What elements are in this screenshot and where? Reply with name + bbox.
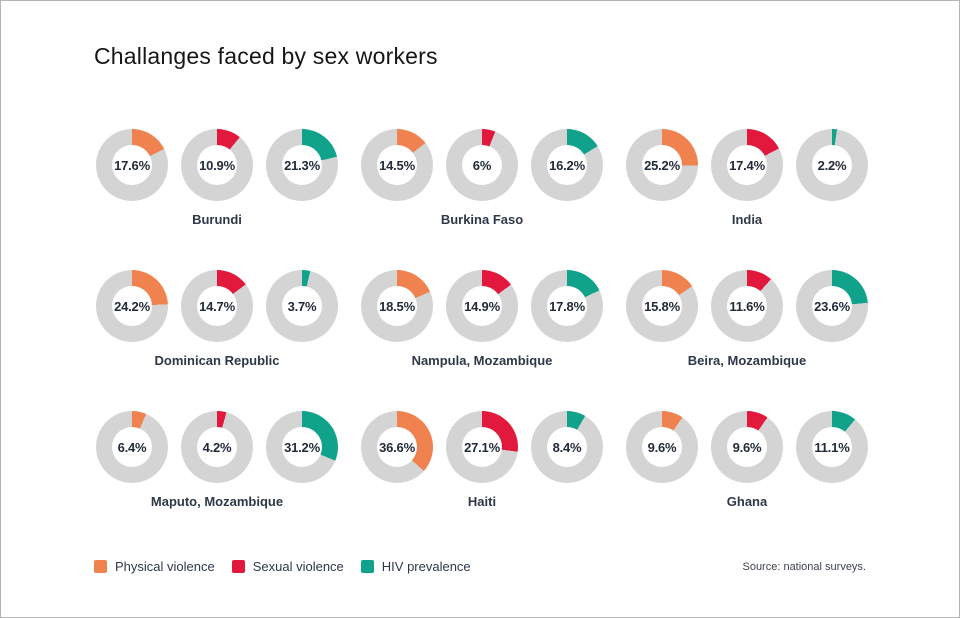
donut-row: 6.4% 4.2% 31.2% bbox=[96, 411, 338, 483]
donut-sexual-violence-india: 17.4% bbox=[711, 129, 783, 201]
group-label: Dominican Republic bbox=[154, 353, 280, 368]
donut-value-label: 17.4% bbox=[729, 157, 765, 173]
donut-sexual-violence-dominican-republic: 14.7% bbox=[181, 270, 253, 342]
donut-group-dominican-republic: 24.2% 14.7% 3.7% Dominican Republic bbox=[96, 270, 338, 368]
donut-grid: 17.6% 10.9% 21.3% Burundi 14.5% 6% 16.2% Burkin… bbox=[96, 129, 868, 552]
group-label: Ghana bbox=[726, 494, 768, 509]
group-label: Maputo, Mozambique bbox=[150, 494, 284, 509]
donut-value-label: 9.6% bbox=[732, 439, 762, 455]
donut-group-maputo-mozambique: 6.4% 4.2% 31.2% Maputo, Mozambique bbox=[96, 411, 338, 509]
donut-value-label: 9.6% bbox=[647, 439, 677, 455]
chart-title: Challanges faced by sex workers bbox=[94, 43, 438, 69]
donut-value-label: 8.4% bbox=[552, 439, 582, 455]
legend-label: HIV prevalence bbox=[381, 559, 471, 574]
donut-value-label: 16.2% bbox=[549, 157, 585, 173]
donut-hiv-prevalence-dominican-republic: 3.7% bbox=[266, 270, 338, 342]
donut-hiv-prevalence-burkina-faso: 16.2% bbox=[531, 129, 603, 201]
legend: Physical violence Sexual violence HIV prev… bbox=[94, 559, 471, 574]
donut-hiv-prevalence-india: 2.2% bbox=[796, 129, 868, 201]
group-label: Beira, Mozambique bbox=[687, 353, 807, 368]
donut-value-label: 27.1% bbox=[464, 439, 500, 455]
donut-row: 15.8% 11.6% 23.6% bbox=[626, 270, 868, 342]
legend-item-sexual-violence: Sexual violence bbox=[231, 559, 344, 574]
donut-sexual-violence-ghana: 9.6% bbox=[711, 411, 783, 483]
donut-sexual-violence-beira-mozambique: 11.6% bbox=[711, 270, 783, 342]
donut-hiv-prevalence-ghana: 11.1% bbox=[796, 411, 868, 483]
donut-physical-violence-burkina-faso: 14.5% bbox=[361, 129, 433, 201]
legend-item-hiv-prevalence: HIV prevalence bbox=[360, 559, 471, 574]
donut-sexual-violence-burkina-faso: 6% bbox=[446, 129, 518, 201]
donut-group-burundi: 17.6% 10.9% 21.3% Burundi bbox=[96, 129, 338, 227]
donut-value-label: 18.5% bbox=[379, 298, 415, 314]
donut-physical-violence-maputo-mozambique: 6.4% bbox=[96, 411, 168, 483]
donut-sexual-violence-nampula-mozambique: 14.9% bbox=[446, 270, 518, 342]
donut-hiv-prevalence-burundi: 21.3% bbox=[266, 129, 338, 201]
legend-item-physical-violence: Physical violence bbox=[94, 559, 215, 574]
donut-group-ghana: 9.6% 9.6% 11.1% Ghana bbox=[626, 411, 868, 509]
legend-label: Sexual violence bbox=[252, 559, 344, 574]
donut-value-label: 31.2% bbox=[284, 439, 320, 455]
donut-value-label: 36.6% bbox=[379, 439, 415, 455]
donut-value-label: 23.6% bbox=[814, 298, 850, 314]
donut-hiv-prevalence-nampula-mozambique: 17.8% bbox=[531, 270, 603, 342]
donut-value-label: 10.9% bbox=[199, 157, 235, 173]
donut-value-label: 6% bbox=[472, 157, 492, 173]
group-label: Nampula, Mozambique bbox=[411, 353, 553, 368]
donut-sexual-violence-burundi: 10.9% bbox=[181, 129, 253, 201]
donut-value-label: 14.5% bbox=[379, 157, 415, 173]
donut-value-label: 14.7% bbox=[199, 298, 235, 314]
donut-group-burkina-faso: 14.5% 6% 16.2% Burkina Faso bbox=[361, 129, 603, 227]
donut-group-nampula-mozambique: 18.5% 14.9% 17.8% Nampula, Mozambique bbox=[361, 270, 603, 368]
donut-sexual-violence-haiti: 27.1% bbox=[446, 411, 518, 483]
donut-hiv-prevalence-beira-mozambique: 23.6% bbox=[796, 270, 868, 342]
donut-grid-row: 24.2% 14.7% 3.7% Dominican Republic 18.5% 14.… bbox=[96, 270, 868, 368]
donut-value-label: 11.6% bbox=[729, 298, 765, 314]
donut-row: 18.5% 14.9% 17.8% bbox=[361, 270, 603, 342]
group-label: Burundi bbox=[192, 212, 242, 227]
donut-value-label: 6.4% bbox=[117, 439, 147, 455]
donut-physical-violence-haiti: 36.6% bbox=[361, 411, 433, 483]
donut-row: 36.6% 27.1% 8.4% bbox=[361, 411, 603, 483]
donut-physical-violence-burundi: 17.6% bbox=[96, 129, 168, 201]
legend-swatch-icon bbox=[360, 560, 374, 573]
donut-value-label: 14.9% bbox=[464, 298, 500, 314]
donut-hiv-prevalence-haiti: 8.4% bbox=[531, 411, 603, 483]
donut-row: 14.5% 6% 16.2% bbox=[361, 129, 603, 201]
donut-value-label: 11.1% bbox=[814, 439, 850, 455]
legend-label: Physical violence bbox=[115, 559, 215, 574]
donut-physical-violence-nampula-mozambique: 18.5% bbox=[361, 270, 433, 342]
legend-swatch-icon bbox=[231, 560, 245, 573]
source-note: Source: national surveys. bbox=[742, 561, 866, 573]
donut-grid-row: 17.6% 10.9% 21.3% Burundi 14.5% 6% 16.2% Burkin… bbox=[96, 129, 868, 227]
donut-value-label: 25.2% bbox=[644, 157, 680, 173]
donut-row: 17.6% 10.9% 21.3% bbox=[96, 129, 338, 201]
donut-value-label: 21.3% bbox=[284, 157, 320, 173]
donut-row: 25.2% 17.4% 2.2% bbox=[626, 129, 868, 201]
donut-group-beira-mozambique: 15.8% 11.6% 23.6% Beira, Mozambique bbox=[626, 270, 868, 368]
group-label: Burkina Faso bbox=[440, 212, 524, 227]
donut-physical-violence-dominican-republic: 24.2% bbox=[96, 270, 168, 342]
donut-value-label: 4.2% bbox=[202, 439, 232, 455]
group-label: India bbox=[731, 212, 763, 227]
donut-group-india: 25.2% 17.4% 2.2% India bbox=[626, 129, 868, 227]
legend-swatch-icon bbox=[94, 560, 107, 573]
donut-physical-violence-beira-mozambique: 15.8% bbox=[626, 270, 698, 342]
donut-row: 9.6% 9.6% 11.1% bbox=[626, 411, 868, 483]
donut-grid-row: 6.4% 4.2% 31.2% Maputo, Mozambique 36.6% 27.1… bbox=[96, 411, 868, 509]
donut-sexual-violence-maputo-mozambique: 4.2% bbox=[181, 411, 253, 483]
donut-value-label: 24.2% bbox=[114, 298, 150, 314]
donut-value-label: 17.8% bbox=[549, 298, 585, 314]
donut-value-label: 2.2% bbox=[817, 157, 847, 173]
donut-value-label: 17.6% bbox=[114, 157, 150, 173]
donut-physical-violence-india: 25.2% bbox=[626, 129, 698, 201]
donut-physical-violence-ghana: 9.6% bbox=[626, 411, 698, 483]
group-label: Haiti bbox=[467, 494, 497, 509]
donut-value-label: 3.7% bbox=[287, 298, 317, 314]
donut-hiv-prevalence-maputo-mozambique: 31.2% bbox=[266, 411, 338, 483]
donut-row: 24.2% 14.7% 3.7% bbox=[96, 270, 338, 342]
donut-value-label: 15.8% bbox=[644, 298, 680, 314]
donut-group-haiti: 36.6% 27.1% 8.4% Haiti bbox=[361, 411, 603, 509]
